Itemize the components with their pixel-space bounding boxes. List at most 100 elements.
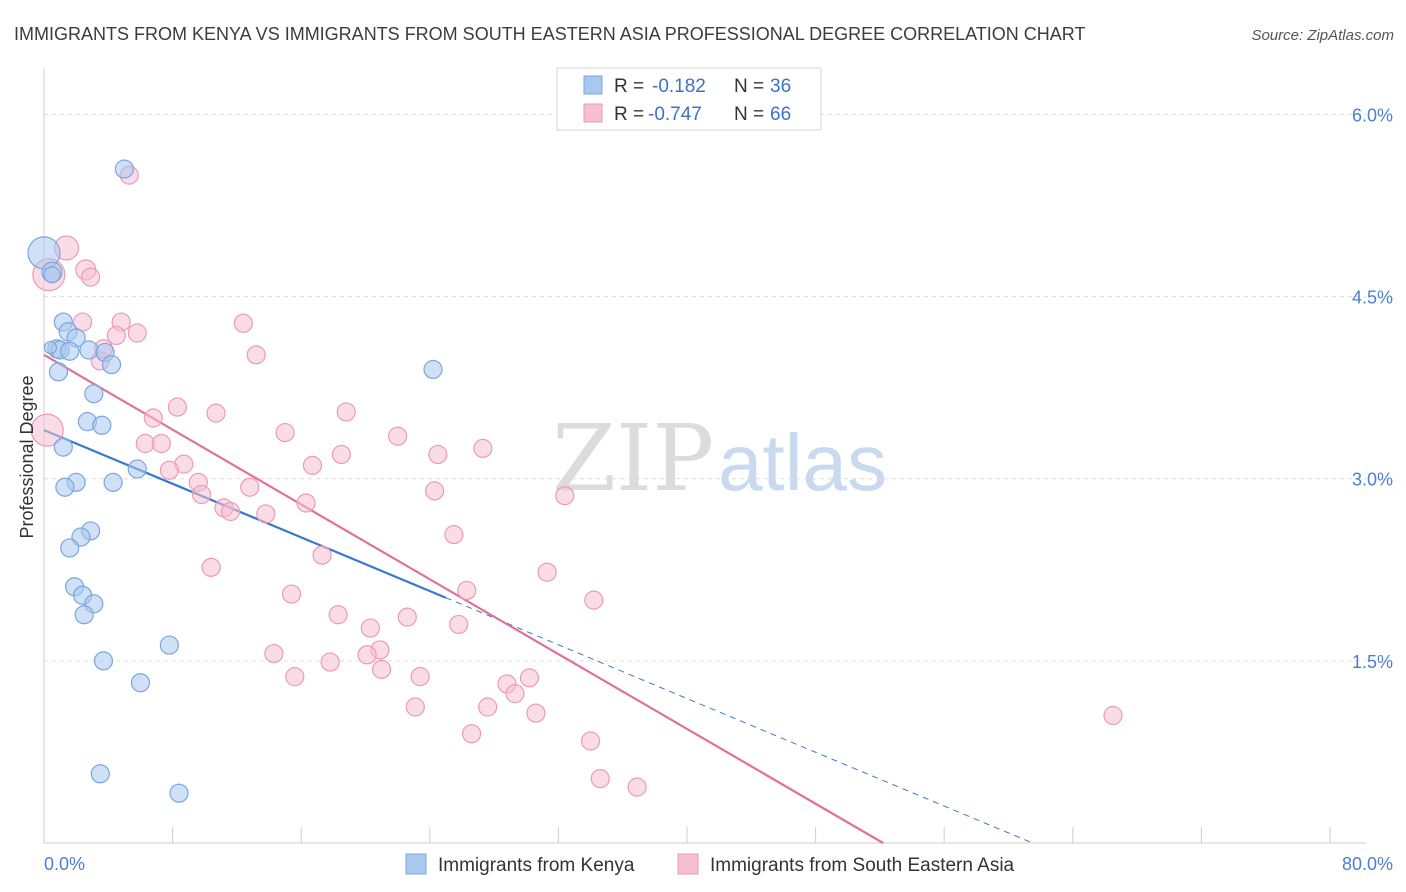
point-series-0-31 — [93, 651, 114, 671]
point-series-1-35 — [256, 504, 276, 524]
y-tick-labels: 1.5% 3.0% 4.5% 6.0% — [1352, 105, 1393, 671]
y-tick-label-2: 4.5% — [1352, 288, 1393, 308]
point-series-1-38 — [312, 545, 332, 565]
data-points — [27, 159, 1123, 803]
point-series-1-40 — [537, 562, 557, 582]
point-series-1-26 — [302, 455, 323, 475]
point-series-1-7 — [106, 325, 126, 346]
y-tick-label-1: 3.0% — [1352, 470, 1393, 490]
point-series-1-62 — [461, 724, 482, 744]
point-series-0-9 — [60, 341, 80, 361]
legend-r-label-kenya: R = — [614, 76, 644, 97]
point-series-0-3 — [114, 159, 134, 179]
trend-line-series-0 — [43, 429, 447, 599]
point-series-1-59 — [478, 697, 498, 717]
series-legend-swatch-sea — [677, 853, 699, 875]
legend-n-label-kenya: N = — [734, 76, 764, 97]
series-legend-swatch-kenya — [405, 853, 427, 875]
legend-r-value-kenya: -0.182 — [652, 76, 706, 97]
point-series-1-45 — [397, 607, 417, 627]
series-legend-label-kenya: Immigrants from Kenya — [438, 855, 635, 876]
point-series-0-13 — [48, 362, 69, 382]
point-series-0-25 — [60, 538, 80, 558]
axes — [43, 68, 1366, 844]
point-series-1-21 — [151, 433, 171, 454]
point-series-0-17 — [92, 415, 112, 435]
legend-swatch-kenya — [583, 75, 603, 95]
point-series-0-30 — [159, 635, 179, 655]
legend-n-label-sea: N = — [734, 104, 764, 125]
point-series-0-2 — [43, 266, 61, 284]
point-series-0-33 — [90, 764, 110, 784]
legend-swatch-sea — [583, 103, 603, 123]
point-series-0-29 — [74, 605, 94, 625]
point-series-1-39 — [201, 557, 221, 577]
point-series-1-46 — [449, 614, 469, 635]
point-series-1-15 — [206, 403, 226, 423]
y-axis-label: Professional Degree — [17, 375, 37, 538]
watermark-zip: ZIP — [552, 405, 714, 512]
point-series-1-64 — [590, 769, 610, 789]
source-label: Source: ZipAtlas.com — [1251, 27, 1394, 44]
point-series-1-54 — [410, 667, 430, 687]
point-series-0-35 — [43, 340, 58, 355]
point-series-1-53 — [285, 667, 305, 687]
point-series-1-19 — [388, 426, 408, 446]
legend-r-label-sea: R = — [614, 104, 644, 125]
x-tick-label-min: 0.0% — [44, 854, 85, 874]
point-series-1-30 — [191, 484, 212, 505]
point-series-1-18 — [275, 422, 295, 443]
point-series-1-61 — [1103, 705, 1123, 726]
point-series-1-22 — [331, 444, 351, 465]
point-series-1-24 — [473, 438, 493, 458]
point-series-1-13 — [30, 413, 64, 447]
point-series-1-43 — [584, 590, 604, 610]
x-tick-label-max: 80.0% — [1342, 854, 1393, 874]
y-tick-label-0: 1.5% — [1352, 652, 1393, 672]
point-series-1-34 — [220, 501, 241, 522]
point-series-0-19 — [127, 459, 147, 479]
series-legend: Immigrants from Kenya Immigrants from So… — [405, 853, 1015, 876]
point-series-1-23 — [428, 444, 448, 465]
point-series-1-3 — [81, 267, 101, 287]
series-legend-label-sea: Immigrants from South Eastern Asia — [710, 855, 1015, 876]
point-series-1-32 — [296, 493, 316, 513]
watermark-atlas: atlas — [718, 418, 887, 507]
point-series-1-27 — [159, 460, 179, 480]
correlation-legend: R = -0.182 N = 36 R = -0.747 N = 66 — [556, 67, 822, 131]
point-series-1-42 — [457, 580, 477, 601]
point-series-1-41 — [281, 584, 302, 604]
point-series-1-14 — [167, 397, 188, 417]
point-series-0-14 — [84, 384, 104, 404]
point-series-0-12 — [101, 354, 122, 375]
point-series-1-31 — [425, 481, 445, 501]
point-series-1-8 — [127, 323, 147, 343]
y-tick-label-3: 6.0% — [1352, 105, 1393, 125]
point-series-0-10 — [79, 340, 99, 360]
legend-r-value-sea: -0.747 — [648, 104, 702, 125]
point-series-0-34 — [169, 783, 189, 803]
point-series-0-22 — [55, 477, 75, 497]
point-series-1-29 — [240, 477, 260, 497]
point-series-1-63 — [580, 731, 601, 751]
point-series-1-55 — [519, 668, 540, 688]
point-series-1-47 — [360, 618, 380, 638]
point-series-1-36 — [555, 486, 575, 506]
point-series-1-44 — [328, 605, 348, 625]
point-series-0-18 — [53, 437, 73, 457]
point-series-1-51 — [357, 645, 377, 665]
chart-title: IMMIGRANTS FROM KENYA VS IMMIGRANTS FROM… — [14, 24, 1085, 44]
point-series-1-58 — [405, 697, 425, 717]
point-series-0-32 — [130, 673, 151, 693]
point-series-1-16 — [143, 408, 163, 428]
point-series-1-57 — [505, 684, 525, 704]
legend-n-value-kenya: 36 — [770, 76, 791, 97]
point-series-1-65 — [627, 777, 647, 797]
point-series-1-17 — [336, 402, 356, 422]
watermark: ZIP atlas — [552, 405, 887, 512]
point-series-1-12 — [246, 345, 266, 365]
point-series-1-52 — [371, 659, 392, 679]
point-series-1-60 — [526, 703, 546, 723]
point-series-0-21 — [103, 472, 123, 492]
